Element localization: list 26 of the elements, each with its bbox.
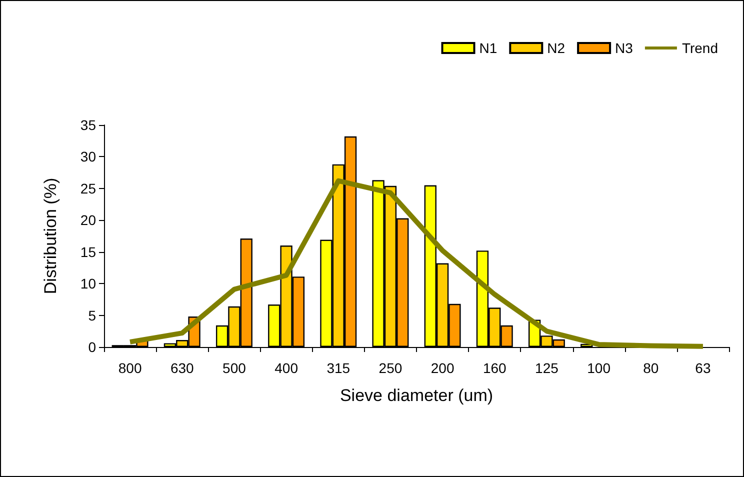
y-tick-label: 20 xyxy=(80,212,96,228)
y-tick-label: 5 xyxy=(88,307,96,324)
legend-label: N3 xyxy=(615,40,634,56)
x-tick-label: 500 xyxy=(222,360,246,376)
y-tick-label: 25 xyxy=(80,180,96,196)
y-tick-label: 10 xyxy=(80,276,96,292)
x-tick-label: 800 xyxy=(118,360,142,376)
y-tick-label: 15 xyxy=(80,244,96,260)
x-tick-label: 200 xyxy=(430,360,454,376)
legend-label: Trend xyxy=(682,40,718,56)
y-tick-label: 35 xyxy=(80,117,96,133)
x-tick-label: 63 xyxy=(695,360,711,376)
x-tick-label: 400 xyxy=(274,360,298,376)
x-tick-label: 315 xyxy=(326,360,350,376)
x-axis-title: Sieve diameter (um) xyxy=(340,386,494,405)
x-tick-label: 125 xyxy=(535,360,559,376)
x-tick-label: 160 xyxy=(482,360,507,376)
x-tick-label: 100 xyxy=(587,360,611,376)
x-tick-label: 80 xyxy=(643,360,659,376)
legend-label: N2 xyxy=(547,40,566,56)
x-tick-label: 250 xyxy=(378,360,402,376)
y-tick-label: 0 xyxy=(88,339,96,355)
y-tick-label: 30 xyxy=(80,148,96,165)
y-axis-title: Distribution (%) xyxy=(41,178,60,294)
x-tick-label: 630 xyxy=(170,360,194,376)
legend-label: N1 xyxy=(479,40,498,56)
